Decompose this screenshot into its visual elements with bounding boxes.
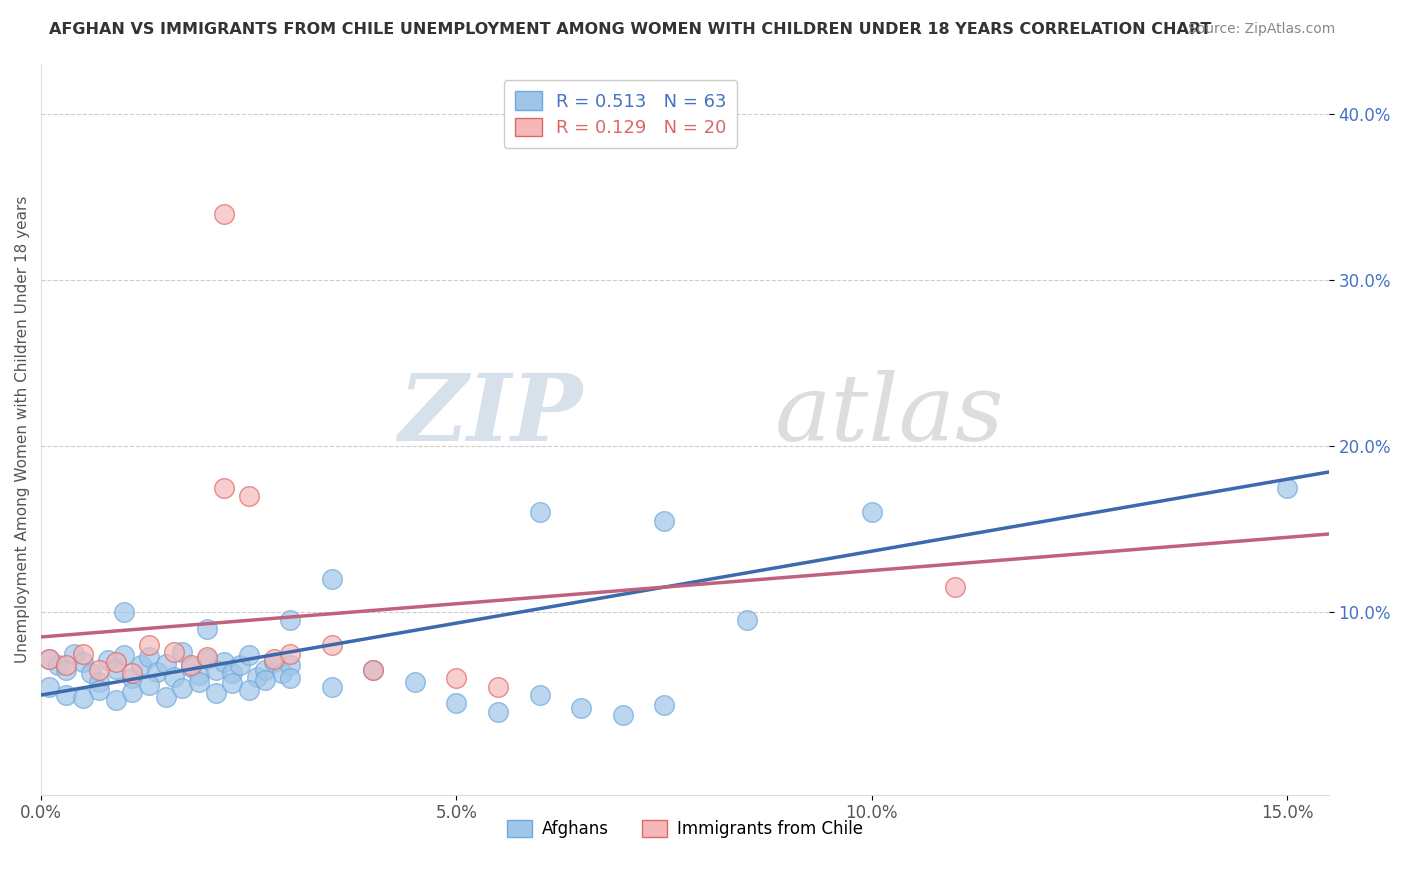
Point [263,655,285,669]
Point [104,655,127,669]
Point [212,206,235,220]
Text: AFGHAN VS IMMIGRANTS FROM CHILE UNEMPLOYMENT AMONG WOMEN WITH CHILDREN UNDER 18 : AFGHAN VS IMMIGRANTS FROM CHILE UNEMPLOY… [49,22,1212,37]
Point [254,663,277,677]
Point [121,685,143,699]
Point [263,651,285,665]
Point [89,663,111,677]
Point [321,638,343,652]
Point [204,686,226,700]
Point [180,660,202,674]
Y-axis label: Unemployment Among Women with Children Under 18 years: Unemployment Among Women with Children U… [15,195,30,663]
Point [163,645,186,659]
Point [112,648,135,663]
Point [486,705,509,719]
Point [38,651,60,665]
Point [55,658,77,673]
Point [195,622,218,636]
Point [278,647,301,661]
Point [104,661,127,675]
Point [55,663,77,677]
Point [278,658,301,673]
Point [72,647,94,661]
Point [569,701,592,715]
Point [363,663,385,677]
Point [221,666,243,681]
Point [404,674,426,689]
Text: Source: ZipAtlas.com: Source: ZipAtlas.com [1188,22,1336,37]
Point [38,651,60,665]
Point [238,648,260,663]
Point [138,649,160,664]
Point [80,666,103,681]
Point [97,653,120,667]
Point [89,683,111,698]
Point [180,658,202,673]
Point [212,481,235,495]
Point [238,489,260,503]
Point [138,678,160,692]
Point [238,683,260,698]
Point [204,663,226,677]
Point [735,613,758,627]
Point [254,673,277,687]
Point [89,674,111,689]
Point [155,690,177,704]
Point [112,605,135,619]
Point [860,505,883,519]
Point [278,613,301,627]
Point [943,580,966,594]
Point [72,691,94,706]
Point [446,672,468,686]
Point [104,693,127,707]
Point [155,657,177,671]
Point [188,668,211,682]
Point [195,649,218,664]
Point [278,672,301,686]
Point [652,514,675,528]
Legend: Afghans, Immigrants from Chile: Afghans, Immigrants from Chile [501,814,870,845]
Point [121,666,143,681]
Point [1277,481,1299,495]
Point [529,505,551,519]
Text: ZIP: ZIP [398,370,582,459]
Point [129,658,152,673]
Point [446,697,468,711]
Point [271,666,294,681]
Point [363,663,385,677]
Point [652,698,675,712]
Point [221,676,243,690]
Point [229,658,252,673]
Point [146,665,169,679]
Point [172,681,194,696]
Point [188,674,211,689]
Point [138,638,160,652]
Point [163,670,186,684]
Point [612,708,634,723]
Point [486,680,509,694]
Point [38,680,60,694]
Point [195,651,218,665]
Point [121,672,143,686]
Text: atlas: atlas [775,370,1004,459]
Point [63,647,86,661]
Point [46,658,69,673]
Point [321,680,343,694]
Point [72,655,94,669]
Point [246,670,269,684]
Point [321,572,343,586]
Point [529,688,551,702]
Point [172,645,194,659]
Point [212,655,235,669]
Point [55,688,77,702]
